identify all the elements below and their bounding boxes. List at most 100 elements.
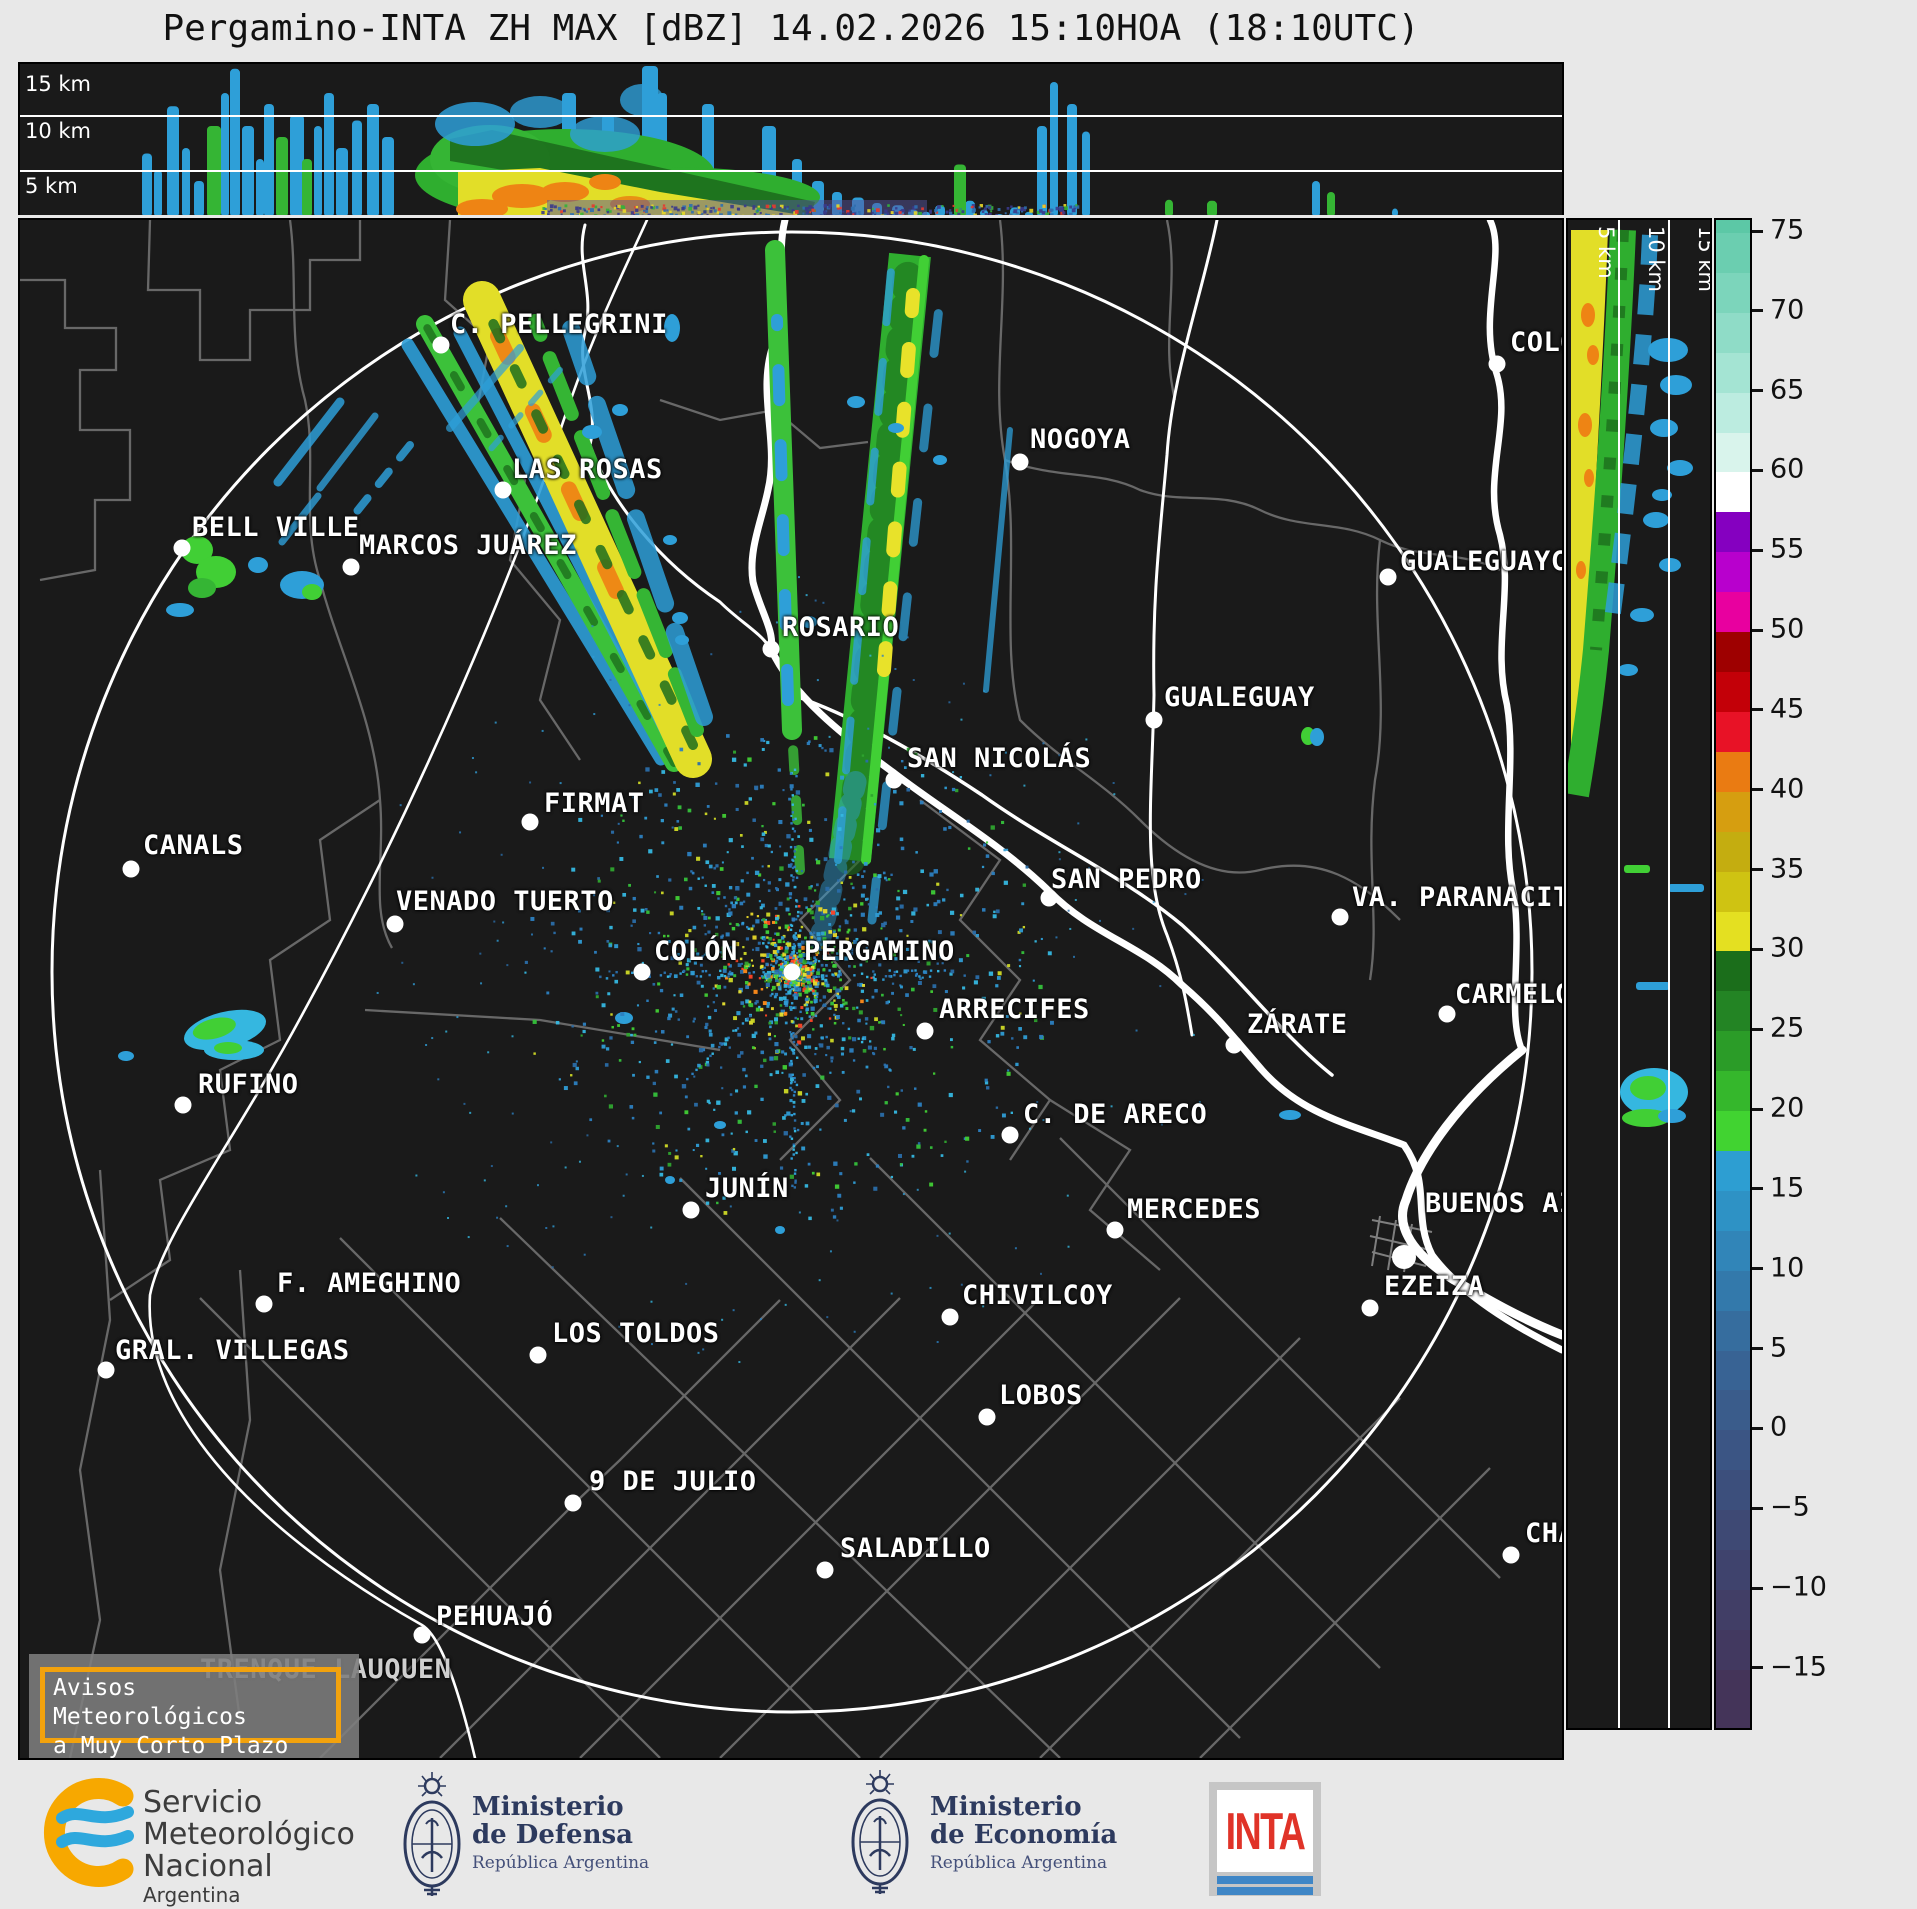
inta-bar-1 xyxy=(1217,1876,1313,1884)
colorbar-tick xyxy=(1752,1187,1763,1191)
city-label: GUALEGUAYCHÚ xyxy=(1400,545,1562,577)
city-dot xyxy=(122,860,140,878)
colorbar-band xyxy=(1716,1550,1750,1591)
colorbar-tick-label: 75 xyxy=(1770,214,1805,246)
city-label: CARMELO xyxy=(1455,978,1564,1010)
colorbar-tick xyxy=(1752,1586,1763,1590)
colorbar-tick-label: 10 xyxy=(1770,1251,1805,1283)
city-dot xyxy=(413,1626,431,1644)
colorbar-tick xyxy=(1752,309,1763,313)
colorbar-band xyxy=(1716,1390,1750,1432)
top-panel-5km-label: 5 km xyxy=(25,174,78,198)
city-label: BUENOS AIRES xyxy=(1425,1187,1562,1219)
inta-logo-inner: INTA xyxy=(1217,1790,1313,1872)
colorbar-tick-label: 0 xyxy=(1770,1411,1788,1443)
city-label: 9 DE JULIO xyxy=(589,1465,757,1497)
colorbar-tick xyxy=(1752,1027,1763,1031)
echo-column xyxy=(367,104,379,215)
colorbar-tick-label: −5 xyxy=(1770,1491,1810,1523)
colorbar-band xyxy=(1716,472,1750,514)
city-label: VENADO TUERTO xyxy=(396,885,614,917)
city-label: CHIVILCOY xyxy=(962,1279,1113,1311)
colorbar-tick xyxy=(1752,868,1763,872)
colorbar-band xyxy=(1716,592,1750,633)
city-label: SAN NICOLÁS xyxy=(907,742,1092,774)
city-dot xyxy=(1040,889,1058,907)
city-dot xyxy=(342,558,360,576)
city-dot xyxy=(1011,453,1029,471)
city-dot xyxy=(97,1361,115,1379)
colorbar-tick-label: 55 xyxy=(1770,533,1805,565)
colorbar-tick xyxy=(1752,468,1763,472)
echo-column xyxy=(1392,208,1398,215)
department-boundaries xyxy=(20,220,1501,1758)
notice-backdrop: Avisos Meteorológicos a Muy Corto Plazo xyxy=(29,1654,359,1758)
colorbar-band xyxy=(1716,1510,1750,1551)
colorbar-band xyxy=(1716,991,1750,1033)
city-label: ZÁRATE xyxy=(1247,1008,1348,1040)
colorbar-band xyxy=(1716,1590,1750,1631)
colorbar-tick xyxy=(1752,947,1763,951)
colorbar-tick-label: 30 xyxy=(1770,932,1805,964)
colorbar-tick xyxy=(1752,1506,1763,1510)
echo-column xyxy=(142,153,152,215)
notice-line1: Avisos Meteorológicos xyxy=(53,1675,247,1730)
economia-wordmark: Ministerio de Economía República Argenti… xyxy=(930,1792,1118,1873)
colorbar-tick xyxy=(1752,1267,1763,1271)
city-dot xyxy=(1438,1005,1456,1023)
city-dot xyxy=(494,481,512,499)
colorbar-band xyxy=(1716,220,1750,234)
colorbar-band xyxy=(1716,951,1750,993)
city-dot xyxy=(1361,1299,1379,1317)
city-dot xyxy=(816,1561,834,1579)
city-label: NOGOYA xyxy=(1030,423,1131,455)
colorbar-tick xyxy=(1752,389,1763,393)
defensa-wordmark: Ministerio de Defensa República Argentin… xyxy=(472,1792,650,1873)
city-dot xyxy=(762,640,780,658)
echo-column xyxy=(1050,82,1058,215)
dbz-colorbar xyxy=(1714,218,1752,1730)
colorbar-band xyxy=(1716,711,1750,753)
echo-column xyxy=(256,159,264,215)
city-dot xyxy=(941,1308,959,1326)
page-title: Pergamino-INTA ZH MAX [dBZ] 14.02.2026 1… xyxy=(162,8,1420,49)
city-dot xyxy=(1331,908,1349,926)
colorbar-band xyxy=(1716,831,1750,873)
city-dot xyxy=(564,1494,582,1512)
city-label: GRAL. VILLEGAS xyxy=(115,1334,350,1366)
city-label: CANALS xyxy=(143,829,244,861)
city-dot xyxy=(1392,1245,1416,1269)
city-dot xyxy=(1106,1221,1124,1239)
colorbar-band xyxy=(1716,312,1750,354)
city-dot xyxy=(1488,355,1506,373)
colorbar-tick-label: 15 xyxy=(1770,1172,1805,1204)
radar-echoes xyxy=(273,240,1013,951)
colorbar-tick-label: 40 xyxy=(1770,773,1805,805)
city-dot xyxy=(1225,1036,1243,1054)
colorbar-band xyxy=(1716,751,1750,793)
radar-map: C. PELLEGRINI LAS ROSAS BELL VILLE MARCOS J… xyxy=(18,218,1564,1760)
colorbar-band xyxy=(1716,233,1750,274)
echo-column xyxy=(382,137,394,215)
range-ring xyxy=(50,230,1534,1714)
city-label: COLÓN xyxy=(654,935,738,967)
city-dot xyxy=(783,963,801,981)
top-panel-15km-label: 15 km xyxy=(25,72,92,96)
colorbar-band xyxy=(1716,352,1750,394)
colorbar-tick xyxy=(1752,229,1763,233)
colorbar-band xyxy=(1716,1470,1750,1511)
colorbar-tick xyxy=(1752,1426,1763,1430)
city-label: ROSARIO xyxy=(782,611,900,643)
city-dot xyxy=(529,1346,547,1364)
echo-column xyxy=(221,93,229,215)
city-label: SALADILLO xyxy=(840,1532,991,1564)
colorbar-tick-label: 60 xyxy=(1770,453,1805,485)
colorbar-band xyxy=(1716,672,1750,713)
city-dot xyxy=(174,1096,192,1114)
colorbar-tick xyxy=(1752,708,1763,712)
city-label: MARCOS JUÁREZ xyxy=(359,529,577,561)
colorbar-tick-label: −10 xyxy=(1770,1571,1827,1603)
city-label: LOBOS xyxy=(999,1379,1083,1411)
echo-column xyxy=(194,181,204,215)
